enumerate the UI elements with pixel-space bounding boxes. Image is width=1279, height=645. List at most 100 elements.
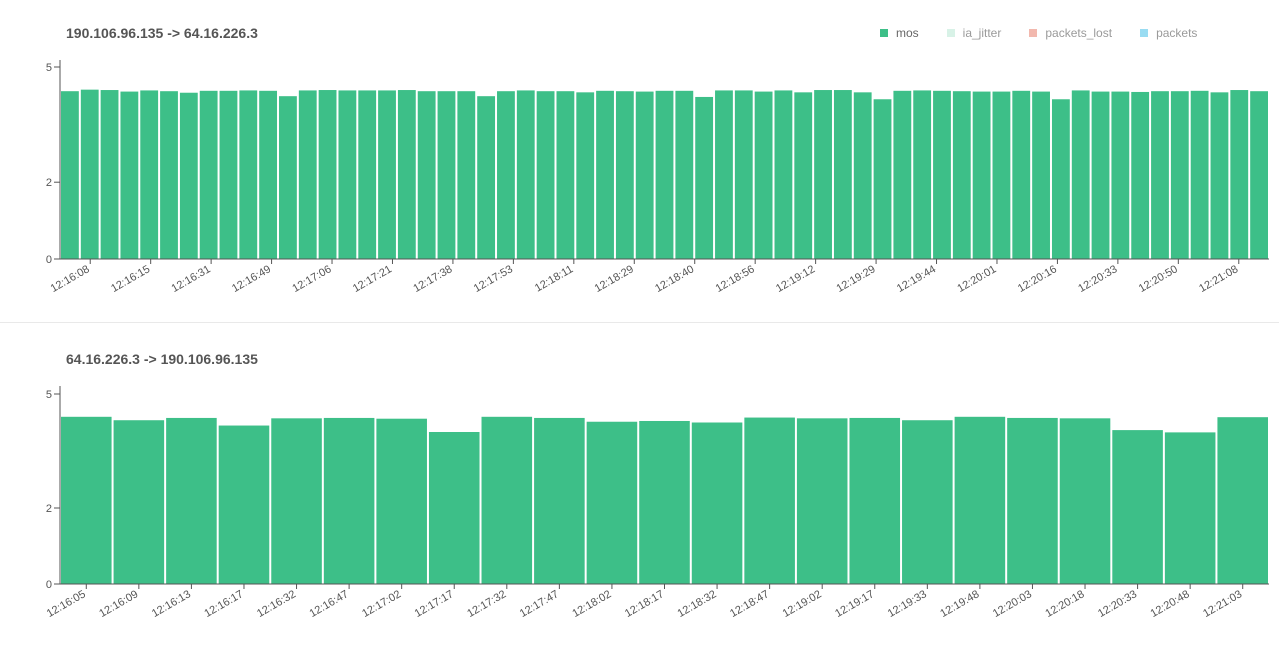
chart-1-bar[interactable] xyxy=(1131,91,1150,260)
chart-2-bar[interactable] xyxy=(61,416,112,584)
chart-1-bar[interactable] xyxy=(952,91,971,259)
chart-1-bar[interactable] xyxy=(576,92,595,259)
chart-1-bar[interactable] xyxy=(596,90,614,259)
chart-1-bar[interactable] xyxy=(298,90,317,259)
chart-1-bar[interactable] xyxy=(378,90,396,259)
chart-1-bar[interactable] xyxy=(259,90,278,259)
chart-1-bar[interactable] xyxy=(160,91,178,259)
chart-2-bar[interactable] xyxy=(1217,417,1268,584)
chart-1-bar[interactable] xyxy=(199,90,218,259)
chart-1-bar[interactable] xyxy=(1111,91,1130,259)
chart-1-bar[interactable] xyxy=(219,90,238,259)
chart-1-bar[interactable] xyxy=(873,99,892,259)
chart-2-x-tick-label: 12:17:17 xyxy=(413,588,456,620)
legend-item-packets[interactable]: packets xyxy=(1140,26,1197,40)
chart-2-bar[interactable] xyxy=(166,417,217,584)
chart-1-bar[interactable] xyxy=(318,90,337,259)
chart-1-bar[interactable] xyxy=(556,91,575,259)
chart-1-bar[interactable] xyxy=(338,90,357,259)
chart-2-bar[interactable] xyxy=(954,416,1006,584)
chart-1-bar[interactable] xyxy=(497,91,515,259)
chart-1-bar[interactable] xyxy=(933,90,951,259)
chart-1-bar[interactable] xyxy=(1071,90,1090,259)
chart-1-bar[interactable] xyxy=(734,90,753,259)
chart-1-bar[interactable] xyxy=(1170,91,1189,259)
chart-1-bar[interactable] xyxy=(1250,91,1268,259)
chart-1-bar[interactable] xyxy=(913,90,932,259)
legend-label-packets: packets xyxy=(1156,26,1198,40)
chart-1-bar[interactable] xyxy=(1190,90,1209,259)
chart-2-bar[interactable] xyxy=(113,420,165,584)
chart-1-bar[interactable] xyxy=(1230,90,1249,259)
chart-2-bar[interactable] xyxy=(796,418,848,584)
chart-1-bar[interactable] xyxy=(655,90,674,259)
chart-1-bar[interactable] xyxy=(1210,92,1229,259)
chart-1-bar[interactable] xyxy=(179,92,198,259)
chart-1-bar[interactable] xyxy=(536,91,555,259)
chart-1-bar[interactable] xyxy=(437,91,456,259)
chart-2-bar[interactable] xyxy=(428,432,480,584)
legend-item-packets-lost[interactable]: packets_lost xyxy=(1029,26,1112,40)
chart-2-bar[interactable] xyxy=(376,418,427,584)
chart-2-bar[interactable] xyxy=(744,417,795,584)
legend-swatch-ia-jitter xyxy=(946,29,955,37)
chart-1-bar[interactable] xyxy=(675,90,694,259)
chart-2-bar[interactable] xyxy=(849,417,901,584)
chart-1-bar[interactable] xyxy=(358,90,377,259)
chart-2-bar[interactable] xyxy=(1007,417,1058,584)
chart-1-bar[interactable] xyxy=(992,91,1011,259)
chart-2-bar[interactable] xyxy=(1059,418,1111,584)
chart-2-bar[interactable] xyxy=(323,417,375,584)
chart-2-bar[interactable] xyxy=(902,420,953,584)
chart-1-x-tick-label: 12:20:16 xyxy=(1016,263,1059,295)
chart-2-bar[interactable] xyxy=(1164,432,1216,584)
chart-1-bar[interactable] xyxy=(754,91,773,259)
chart-1-bar[interactable] xyxy=(417,91,436,259)
chart-1-bar[interactable] xyxy=(972,91,991,259)
chart-1-bar[interactable] xyxy=(120,91,139,259)
legend-item-ia-jitter[interactable]: ia_jitter xyxy=(946,26,1002,40)
chart-1-bar[interactable] xyxy=(1012,90,1031,259)
chart-1-bar[interactable] xyxy=(457,91,476,259)
chart-2-bar[interactable] xyxy=(481,416,533,584)
legend-item-mos[interactable]: mos xyxy=(880,26,919,40)
chart-1-bar[interactable] xyxy=(794,92,813,259)
chart-1-bar[interactable] xyxy=(774,90,793,259)
chart-1-bar[interactable] xyxy=(397,90,416,259)
chart-1-bar[interactable] xyxy=(635,91,654,259)
chart-1-bar[interactable] xyxy=(814,90,832,259)
chart-2-bar[interactable] xyxy=(586,421,638,584)
chart-1-bar[interactable] xyxy=(140,90,159,259)
chart-1-bar[interactable] xyxy=(80,89,99,259)
chart-1-bar[interactable] xyxy=(477,96,496,260)
legend-label-ia-jitter: ia_jitter xyxy=(962,26,1002,40)
chart-2-x-tick-label: 12:16:32 xyxy=(255,588,298,620)
chart-1-bar[interactable] xyxy=(100,90,119,259)
chart-1-bar[interactable] xyxy=(1051,99,1070,259)
chart-1-x-tick-label: 12:16:15 xyxy=(109,263,152,295)
chart-2-bar[interactable] xyxy=(218,425,270,584)
chart-2-bar[interactable] xyxy=(1112,430,1163,584)
chart-1-bar[interactable] xyxy=(893,90,912,259)
chart-2-x-tick-label: 12:19:48 xyxy=(938,588,981,620)
chart-1-x-tick-label: 12:20:50 xyxy=(1137,263,1180,295)
chart-1-bar[interactable] xyxy=(1151,91,1169,259)
chart-1-bar[interactable] xyxy=(1032,91,1050,259)
chart-1-bar[interactable] xyxy=(853,92,872,259)
chart-1-bar[interactable] xyxy=(279,96,297,260)
chart-1-bar[interactable] xyxy=(615,91,634,259)
chart-1-bar[interactable] xyxy=(516,90,535,259)
chart-1-bar[interactable] xyxy=(61,91,79,259)
chart-2-x-tick-label: 12:18:47 xyxy=(728,588,771,620)
chart-1-bar[interactable] xyxy=(833,90,852,259)
chart-2-bar[interactable] xyxy=(534,417,585,584)
chart-1-bar[interactable] xyxy=(239,90,258,259)
chart-2-bar[interactable] xyxy=(691,422,743,585)
chart-2-bar[interactable] xyxy=(271,418,322,584)
chart-1-bar[interactable] xyxy=(695,96,714,259)
chart-2-bar[interactable] xyxy=(639,420,690,584)
chart-2-x-tick-label: 12:16:47 xyxy=(308,588,351,620)
chart-2-x-tick-label: 12:18:17 xyxy=(623,588,666,620)
chart-1-bar[interactable] xyxy=(715,90,733,259)
chart-1-bar[interactable] xyxy=(1091,91,1110,259)
